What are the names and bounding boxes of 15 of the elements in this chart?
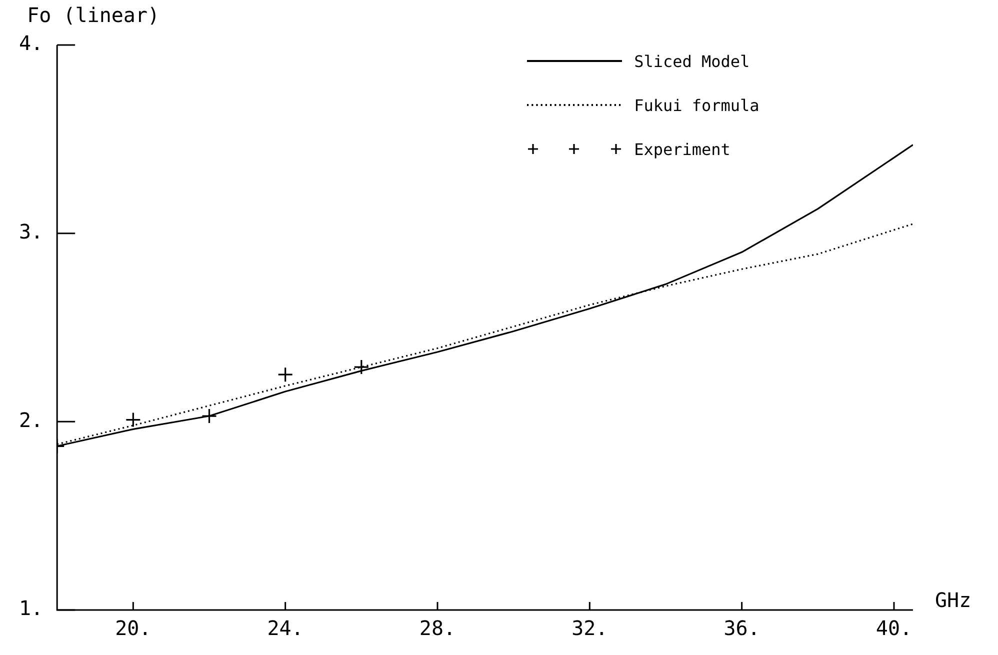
legend-label: Fukui formula xyxy=(634,96,760,114)
legend-label: Sliced Model xyxy=(634,52,750,70)
x-axis-title: GHz xyxy=(935,588,972,612)
x-tick-label: 28. xyxy=(419,616,456,640)
y-tick-label: 4. xyxy=(18,31,44,56)
x-tick-label: 32. xyxy=(572,616,608,640)
y-tick-label: 1. xyxy=(18,596,44,620)
y-axis-title: Fo (linear) xyxy=(27,3,160,28)
y-tick-label: 3. xyxy=(18,220,44,244)
x-tick-label: 40. xyxy=(876,616,912,640)
x-tick-label: 20. xyxy=(115,616,152,640)
x-tick-label: 36. xyxy=(724,616,760,640)
legend-label: Experiment xyxy=(634,140,730,158)
x-tick-label: 24. xyxy=(267,616,304,640)
y-tick-label: 2. xyxy=(18,408,44,432)
